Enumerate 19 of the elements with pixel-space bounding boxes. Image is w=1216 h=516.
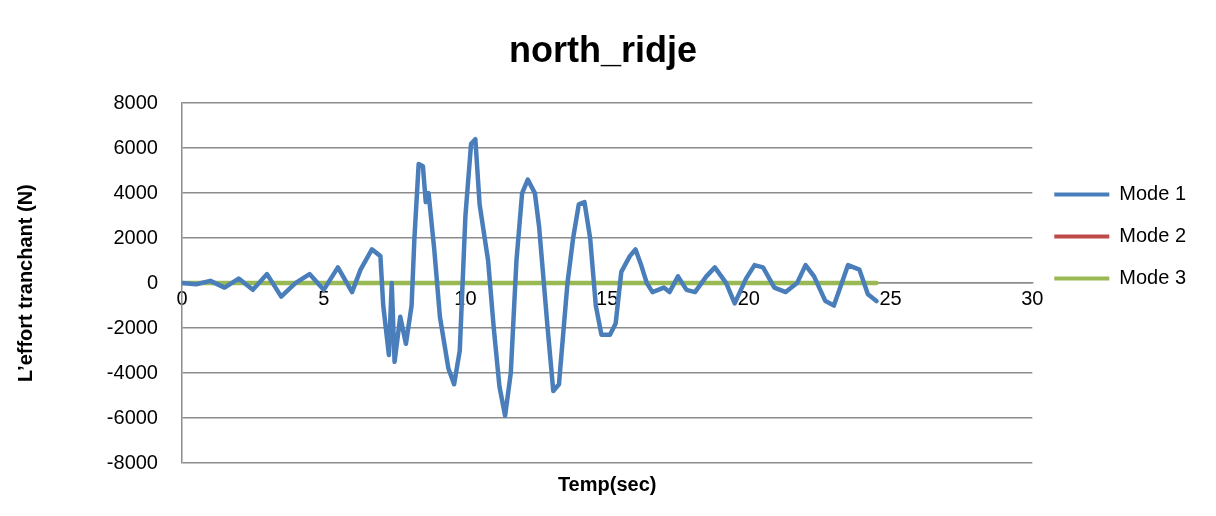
y-tick-label: 0 [146, 270, 158, 293]
y-tick-label: -8000 [106, 450, 158, 473]
x-tick-label: 5 [318, 286, 330, 309]
x-tick-label: 30 [1021, 286, 1044, 309]
y-tick-label: 6000 [113, 135, 158, 158]
legend-label: Mode 2 [1119, 224, 1187, 247]
y-tick-label: -4000 [106, 360, 158, 383]
legend-label: Mode 3 [1119, 266, 1187, 289]
x-tick-label: 25 [879, 286, 902, 309]
y-tick-label: 2000 [113, 225, 158, 248]
chart-title: north_ridje [508, 28, 698, 70]
x-tick-label: 15 [596, 286, 619, 309]
y-tick-label: 4000 [113, 180, 158, 203]
x-axis-title: Temp(sec) [557, 472, 657, 495]
legend-label: Mode 1 [1119, 182, 1187, 205]
y-tick-label: 8000 [113, 90, 158, 113]
y-tick-label: -2000 [106, 315, 158, 338]
y-axis-title: L’effort tranchant (N) [13, 184, 36, 382]
y-tick-label: -6000 [106, 405, 158, 428]
